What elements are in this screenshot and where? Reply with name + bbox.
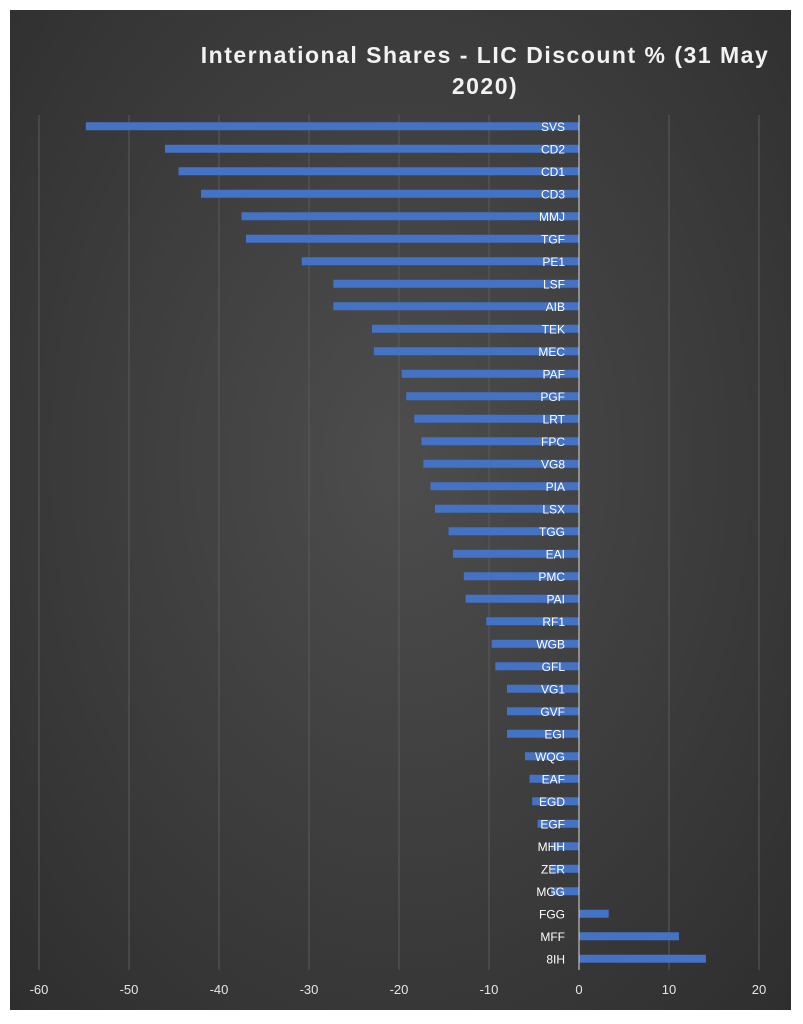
category-label: 8IH xyxy=(546,952,565,966)
bar-pgf xyxy=(406,392,579,401)
category-label: GVF xyxy=(540,705,565,719)
category-label: PIA xyxy=(546,480,565,494)
bar-cd1 xyxy=(178,167,579,176)
chart-title: International Shares - LIC Discount % (3… xyxy=(200,42,770,99)
bar-rf1 xyxy=(486,617,579,626)
category-label: SVS xyxy=(541,120,565,134)
x-tick-label: -20 xyxy=(390,982,409,997)
bar-vg1 xyxy=(507,684,579,693)
chart-area xyxy=(10,10,791,1010)
bar-pai xyxy=(465,594,579,603)
category-label: GFL xyxy=(542,660,566,674)
bar-lsx xyxy=(435,504,579,513)
category-label: PE1 xyxy=(542,255,565,269)
bar-pe1 xyxy=(301,257,579,266)
category-label: CD3 xyxy=(541,187,565,201)
category-label: ZER xyxy=(541,862,565,876)
category-label: LRT xyxy=(543,412,566,426)
bar-lsf xyxy=(333,279,579,288)
bar-paf xyxy=(401,369,579,378)
category-label: LSX xyxy=(542,502,565,516)
category-label: TEK xyxy=(542,322,565,336)
x-tick-label: -60 xyxy=(30,982,49,997)
bar-cd2 xyxy=(165,144,579,153)
category-label: EAI xyxy=(546,547,565,561)
bar-svs xyxy=(85,122,580,131)
bar-mhh xyxy=(551,842,579,851)
category-label: AIB xyxy=(546,300,565,314)
bar-tgf xyxy=(246,234,579,243)
bar-vg8 xyxy=(423,459,579,468)
bar-eaf xyxy=(529,774,579,783)
bar-mmj xyxy=(241,212,579,221)
category-label: TGG xyxy=(539,525,565,539)
bar-gfl xyxy=(495,662,579,671)
bar-mff xyxy=(579,932,679,941)
bar-wgb xyxy=(491,639,579,648)
category-label: EAF xyxy=(542,772,565,786)
x-tick-label: -30 xyxy=(300,982,319,997)
category-label: MEC xyxy=(538,345,565,359)
x-tick-label: -50 xyxy=(120,982,139,997)
x-tick-label: -40 xyxy=(210,982,229,997)
x-tick-label: 0 xyxy=(575,982,582,997)
bar-zer xyxy=(551,864,579,873)
category-label: MFF xyxy=(540,930,565,944)
category-label: CD1 xyxy=(541,165,565,179)
bar-egi xyxy=(507,729,579,738)
category-label: PMC xyxy=(538,570,565,584)
bar-wqg xyxy=(525,752,579,761)
bar-mec xyxy=(373,347,579,356)
category-label: PAI xyxy=(547,592,565,606)
category-label: TGF xyxy=(541,232,565,246)
x-tick-label: 10 xyxy=(662,982,676,997)
category-label: WQG xyxy=(535,750,565,764)
category-label: EGD xyxy=(539,795,565,809)
category-label: FGG xyxy=(539,907,565,921)
bar-egf xyxy=(537,819,579,828)
x-tick-label: 20 xyxy=(752,982,766,997)
category-label: VG8 xyxy=(541,457,565,471)
category-label: MGG xyxy=(536,885,565,899)
bar-aib xyxy=(333,302,579,311)
bar-cd3 xyxy=(201,189,579,198)
bar-egd xyxy=(532,797,579,806)
category-label: EGF xyxy=(540,817,565,831)
x-tick-label: -10 xyxy=(480,982,499,997)
category-label: MMJ xyxy=(539,210,565,224)
category-label: CD2 xyxy=(541,142,565,156)
category-label: PAF xyxy=(543,367,565,381)
category-label: EGI xyxy=(544,727,565,741)
bar-mgg xyxy=(551,887,579,896)
bar-tek xyxy=(372,324,579,333)
bar-gvf xyxy=(507,707,579,716)
bar-fpc xyxy=(421,437,579,446)
category-label: VG1 xyxy=(541,682,565,696)
category-label: MHH xyxy=(538,840,565,854)
category-label: PGF xyxy=(540,390,565,404)
bar-tgg xyxy=(448,527,579,536)
bar-pia xyxy=(430,482,579,491)
bar-fgg xyxy=(579,909,609,918)
category-label: LSF xyxy=(543,277,565,291)
bar-lrt xyxy=(414,414,579,423)
bar-8ih xyxy=(579,954,706,963)
bar-pmc xyxy=(463,572,579,581)
bar-eai xyxy=(453,549,579,558)
category-label: WGB xyxy=(536,637,565,651)
category-label: FPC xyxy=(541,435,565,449)
category-label: RF1 xyxy=(542,615,565,629)
